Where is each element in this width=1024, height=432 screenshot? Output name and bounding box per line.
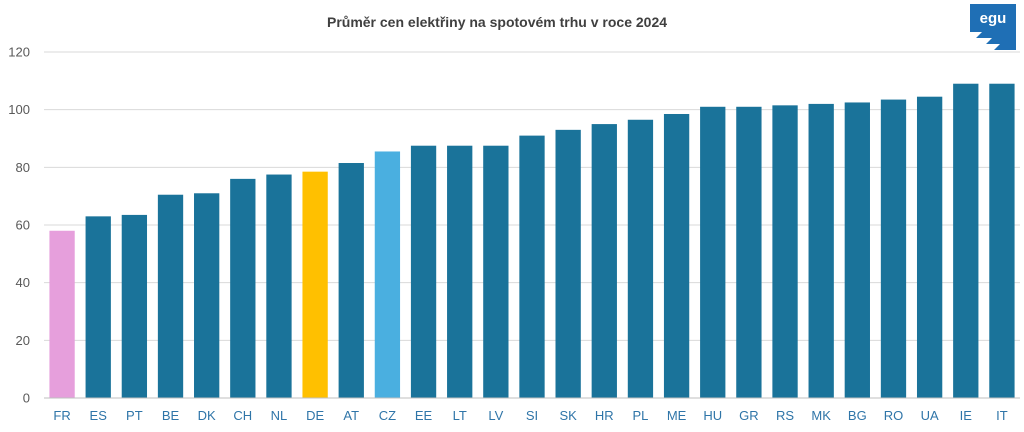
x-tick-label-hr: HR (595, 408, 614, 423)
x-tick-label-de: DE (306, 408, 324, 423)
x-axis-ticks: FR ES PT BE DK CH NL DE AT CZ EE LT LV SI SK HR PL ME HU GR… (53, 408, 1007, 423)
bar-bg (844, 102, 870, 398)
x-tick-label-pt: PT (126, 408, 143, 423)
bar-sk (555, 129, 581, 398)
bar-es (85, 216, 111, 398)
bar-ch (230, 178, 256, 398)
x-tick-label-rs: RS (776, 408, 794, 423)
x-tick-label-hu: HU (703, 408, 722, 423)
bar-me (663, 113, 690, 398)
bar-lt (447, 145, 473, 398)
bar-ro (880, 99, 907, 398)
x-tick-label-nl: NL (271, 408, 288, 423)
x-tick-label-lv: LV (488, 408, 503, 423)
egu-logo: egu (970, 4, 1016, 50)
x-tick-label-si: SI (526, 408, 538, 423)
bars (49, 83, 1015, 399)
bar-gr (736, 106, 762, 399)
bar-hu (700, 106, 726, 399)
x-tick-label-at: AT (343, 408, 359, 423)
x-tick-label-mk: MK (811, 408, 831, 423)
bar-rs (772, 105, 798, 398)
bar-ee (410, 145, 437, 398)
bar-ua (916, 96, 943, 399)
bar-de (302, 171, 328, 398)
x-tick-label-ro: RO (884, 408, 904, 423)
x-tick-label-gr: GR (739, 408, 759, 423)
bar-nl (266, 174, 292, 398)
logo-text: egu (980, 10, 1007, 27)
x-tick-label-lt: LT (453, 408, 467, 423)
x-tick-label-cz: CZ (379, 408, 396, 423)
x-tick-label-be: BE (162, 408, 180, 423)
x-tick-label-ee: EE (415, 408, 433, 423)
y-tick-label: 80 (16, 160, 30, 175)
bar-at (338, 163, 364, 398)
x-tick-label-es: ES (90, 408, 108, 423)
bar-pl (627, 119, 654, 398)
bar-pt (121, 214, 148, 398)
y-tick-label: 0 (23, 391, 30, 406)
y-tick-label: 60 (16, 218, 30, 233)
chart-title: Průměr cen elektřiny na spotovém trhu v … (327, 14, 667, 30)
x-tick-label-pl: PL (632, 408, 648, 423)
x-tick-label-ua: UA (921, 408, 939, 423)
x-tick-label-sk: SK (559, 408, 577, 423)
bar-it (989, 83, 1015, 398)
bar-fr (49, 230, 75, 398)
y-tick-label: 40 (16, 275, 30, 290)
y-tick-label: 120 (8, 45, 30, 60)
bar-hr (591, 124, 617, 398)
bar-lv (483, 145, 509, 398)
y-tick-label: 100 (8, 102, 30, 117)
bar-dk (194, 193, 220, 398)
x-tick-label-fr: FR (53, 408, 70, 423)
y-axis-ticks: 0 20 40 60 80 100 120 (8, 45, 30, 406)
bar-cz (374, 151, 401, 398)
x-tick-label-ch: CH (233, 408, 252, 423)
bar-ie (953, 83, 979, 398)
bar-be (157, 194, 184, 398)
x-tick-label-bg: BG (848, 408, 867, 423)
x-tick-label-dk: DK (198, 408, 216, 423)
x-tick-label-me: ME (667, 408, 687, 423)
y-tick-label: 20 (16, 333, 30, 348)
bar-mk (808, 103, 834, 399)
x-tick-label-ie: IE (960, 408, 973, 423)
x-tick-label-it: IT (996, 408, 1008, 423)
bar-si (519, 135, 545, 398)
logo-badge-shape (970, 4, 1016, 50)
